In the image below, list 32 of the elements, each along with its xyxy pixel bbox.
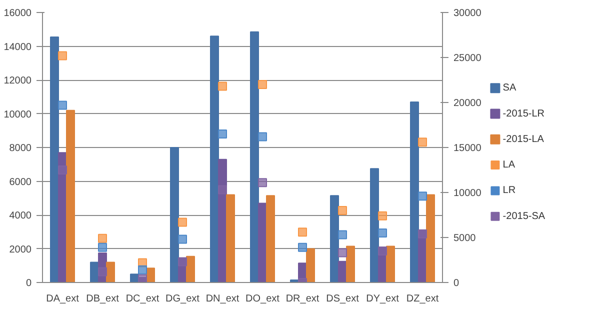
legend-label: LR <box>502 185 516 196</box>
legend-label: -2015-SA <box>502 210 546 222</box>
y-tick-label: 2000 <box>9 244 32 256</box>
y2-tick-label: 15000 <box>454 143 482 154</box>
y-tick-label: 10000 <box>4 109 32 120</box>
x-tick-label: DS_ext <box>326 294 360 304</box>
x-tick-label: DC_ext <box>126 294 160 304</box>
x-tick-label: DA_ext <box>46 294 80 304</box>
y-tick-label: 16000 <box>4 8 32 19</box>
x-tick-label: DB_ext <box>86 294 120 304</box>
y2-tick-label: 5000 <box>454 233 476 244</box>
y2-tick-label: 0 <box>454 278 460 289</box>
x-tick-label: DZ_ext <box>406 294 439 304</box>
y-tick-label: 14000 <box>4 42 32 53</box>
y-tick-label: 0 <box>26 278 32 289</box>
x-tick-label: DR_ext <box>286 294 320 304</box>
x-tick-label: DY_ext <box>366 294 400 304</box>
x-tick-label: DN_ext <box>206 294 240 304</box>
legend-label: SA <box>502 82 516 94</box>
y-tick-label: 8000 <box>9 143 32 154</box>
y2-tick-label: 30000 <box>454 8 482 19</box>
y-tick-label: 6000 <box>9 176 32 188</box>
x-tick-label: DG_ext <box>166 294 200 304</box>
y2-tick-label: 10000 <box>454 188 482 199</box>
y-tick-label: 12000 <box>4 76 32 86</box>
y2-tick-label: 25000 <box>454 53 482 64</box>
legend-label: LA <box>502 160 516 171</box>
legend-label: -2015-LR <box>502 108 545 120</box>
x-tick-label: DO_ext <box>246 294 280 304</box>
legend-label: -2015-LA <box>502 134 544 145</box>
y-tick-label: 4000 <box>9 210 32 222</box>
y2-tick-label: 20000 <box>454 98 482 109</box>
